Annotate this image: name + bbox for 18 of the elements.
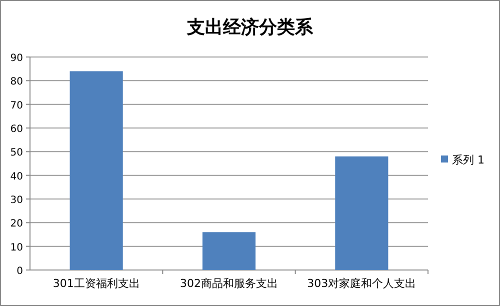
chart-title: 支出经济分类系 [186, 17, 314, 38]
bar [202, 232, 256, 270]
y-tick-label: 30 [10, 195, 23, 206]
y-tick-label: 90 [10, 53, 23, 64]
y-tick-label: 60 [10, 124, 23, 135]
y-tick-label: 20 [10, 218, 23, 230]
x-tick-label: 302商品和服务支出 [180, 277, 278, 290]
legend-label: 系列 1 [452, 154, 484, 166]
y-tick-label: 70 [10, 100, 23, 112]
x-tick-label: 303对家庭和个人支出 [307, 277, 416, 290]
x-tick-label: 301工资福利支出 [52, 277, 140, 290]
y-tick-label: 10 [10, 242, 23, 254]
y-tick-label: 50 [10, 148, 23, 159]
bar [335, 156, 388, 270]
y-tick-label: 40 [10, 171, 23, 182]
y-tick-label: 80 [10, 76, 23, 88]
bar [70, 71, 123, 270]
y-tick-label: 0 [16, 266, 23, 277]
